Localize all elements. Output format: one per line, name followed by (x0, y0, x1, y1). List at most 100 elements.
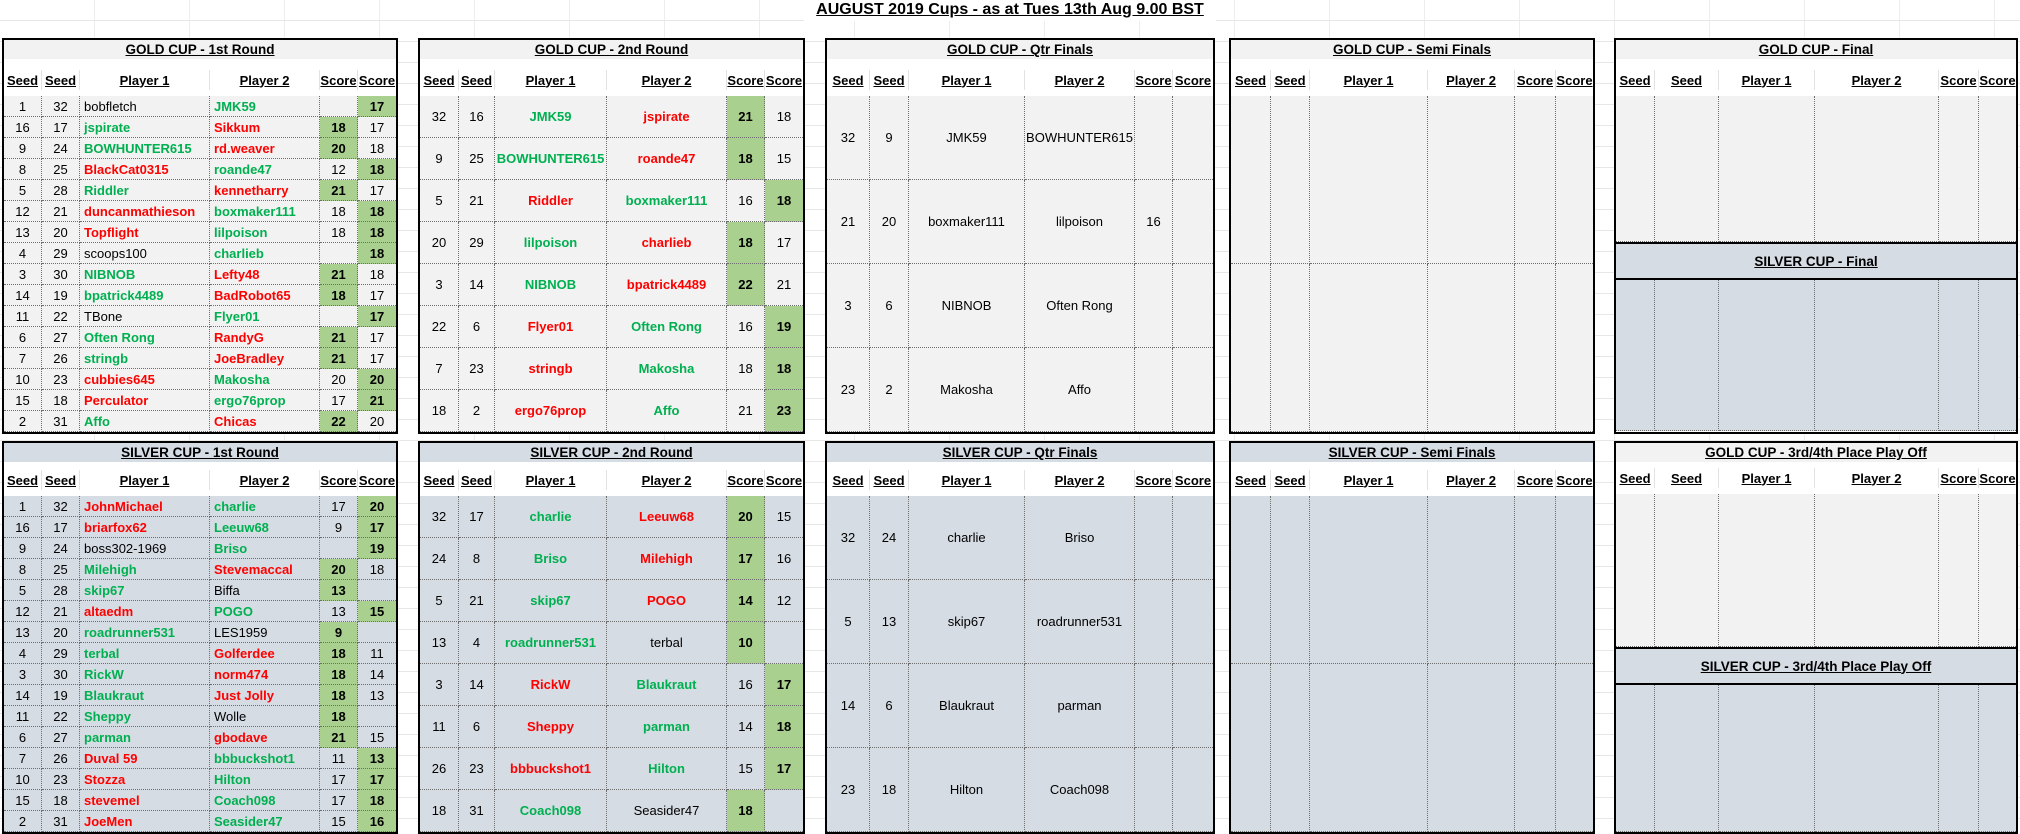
seed2-cell[interactable]: 30 (42, 664, 80, 685)
seed1-cell[interactable]: 12 (4, 201, 42, 222)
seed1-cell[interactable]: 2 (4, 411, 42, 432)
player2-cell[interactable]: Makosha (210, 369, 320, 390)
player1-cell[interactable] (1310, 264, 1428, 432)
player2-cell[interactable]: bpatrick4489 (607, 264, 727, 306)
score1-cell[interactable]: 12 (320, 159, 358, 180)
player2-cell[interactable] (1815, 494, 1939, 647)
player2-cell[interactable]: Often Rong (1025, 264, 1135, 348)
score2-cell[interactable] (1979, 96, 2016, 242)
score2-cell[interactable]: 18 (765, 96, 803, 138)
player2-cell[interactable]: Biffa (210, 580, 320, 601)
player1-cell[interactable]: lilpoison (495, 222, 607, 264)
player1-cell[interactable]: NIBNOB (495, 264, 607, 306)
seed1-cell[interactable]: 5 (420, 580, 459, 622)
player2-cell[interactable] (1428, 496, 1515, 664)
score1-cell[interactable]: 21 (320, 180, 358, 201)
seed2-cell[interactable]: 6 (870, 264, 909, 348)
player2-cell[interactable]: kennetharry (210, 180, 320, 201)
player1-cell[interactable]: charlie (495, 496, 607, 538)
player1-cell[interactable]: altaedm (80, 601, 210, 622)
player2-cell[interactable]: Briso (210, 538, 320, 559)
player2-cell[interactable]: charlie (210, 496, 320, 517)
seed2-cell[interactable]: 29 (459, 222, 495, 264)
seed1-cell[interactable] (1231, 496, 1271, 664)
seed1-cell[interactable]: 13 (4, 222, 42, 243)
score1-cell[interactable]: 18 (727, 348, 765, 390)
seed1-cell[interactable]: 9 (4, 138, 42, 159)
player2-cell[interactable]: terbal (607, 622, 727, 664)
score2-cell[interactable]: 15 (765, 138, 803, 180)
seed1-cell[interactable] (1616, 685, 1655, 832)
player1-cell[interactable]: Sheppy (495, 706, 607, 748)
seed2-cell[interactable]: 14 (459, 664, 495, 706)
player1-cell[interactable]: NIBNOB (80, 264, 210, 285)
score2-cell[interactable] (1173, 664, 1213, 748)
player2-cell[interactable] (1815, 280, 1939, 431)
player2-cell[interactable]: JMK59 (210, 96, 320, 117)
score2-cell[interactable]: 17 (358, 285, 396, 306)
player1-cell[interactable] (1719, 96, 1815, 242)
player2-cell[interactable]: Seasider47 (210, 811, 320, 832)
seed1-cell[interactable]: 20 (420, 222, 459, 264)
score1-cell[interactable] (320, 306, 358, 327)
score2-cell[interactable]: 13 (358, 685, 396, 706)
seed1-cell[interactable]: 5 (827, 580, 870, 664)
player2-cell[interactable]: Hilton (210, 769, 320, 790)
seed2-cell[interactable]: 14 (459, 264, 495, 306)
player1-cell[interactable] (1310, 96, 1428, 264)
player1-cell[interactable]: Often Rong (80, 327, 210, 348)
seed2-cell[interactable] (1655, 494, 1719, 647)
score1-cell[interactable]: 13 (320, 601, 358, 622)
player2-cell[interactable]: LES1959 (210, 622, 320, 643)
seed1-cell[interactable]: 15 (4, 790, 42, 811)
player1-cell[interactable]: roadrunner531 (80, 622, 210, 643)
player2-cell[interactable]: rd.weaver (210, 138, 320, 159)
player2-cell[interactable]: Lefty48 (210, 264, 320, 285)
seed2-cell[interactable] (1271, 96, 1310, 264)
score2-cell[interactable] (1173, 580, 1213, 664)
player1-cell[interactable]: bpatrick4489 (80, 285, 210, 306)
seed2-cell[interactable]: 31 (459, 790, 495, 832)
player1-cell[interactable]: BOWHUNTER615 (495, 138, 607, 180)
player1-cell[interactable]: RickW (80, 664, 210, 685)
score2-cell[interactable] (765, 622, 803, 664)
seed1-cell[interactable]: 8 (4, 559, 42, 580)
seed2-cell[interactable]: 16 (459, 96, 495, 138)
player2-cell[interactable]: Leeuw68 (210, 517, 320, 538)
seed2-cell[interactable]: 29 (42, 243, 80, 264)
seed2-cell[interactable]: 20 (870, 180, 909, 264)
score1-cell[interactable] (1515, 96, 1556, 264)
player1-cell[interactable]: parman (80, 727, 210, 748)
seed1-cell[interactable]: 7 (420, 348, 459, 390)
player2-cell[interactable]: gbodave (210, 727, 320, 748)
seed2-cell[interactable] (1655, 96, 1719, 242)
seed1-cell[interactable] (1616, 494, 1655, 647)
player1-cell[interactable]: charlie (909, 496, 1025, 580)
score1-cell[interactable]: 14 (727, 706, 765, 748)
player1-cell[interactable]: skip67 (909, 580, 1025, 664)
player1-cell[interactable]: cubbies645 (80, 369, 210, 390)
seed2-cell[interactable]: 4 (459, 622, 495, 664)
player1-cell[interactable]: Blaukraut (80, 685, 210, 706)
player1-cell[interactable] (1719, 280, 1815, 431)
score1-cell[interactable]: 22 (727, 264, 765, 306)
score1-cell[interactable]: 9 (320, 622, 358, 643)
seed2-cell[interactable]: 19 (42, 285, 80, 306)
score1-cell[interactable]: 17 (320, 769, 358, 790)
seed2-cell[interactable]: 18 (42, 790, 80, 811)
score1-cell[interactable] (1939, 280, 1979, 431)
seed1-cell[interactable]: 18 (420, 390, 459, 432)
player2-cell[interactable]: Chicas (210, 411, 320, 432)
player2-cell[interactable] (1428, 96, 1515, 264)
seed2-cell[interactable]: 26 (42, 748, 80, 769)
score1-cell[interactable]: 14 (727, 580, 765, 622)
player1-cell[interactable]: Riddler (80, 180, 210, 201)
seed2-cell[interactable]: 23 (42, 369, 80, 390)
score1-cell[interactable]: 16 (727, 180, 765, 222)
score1-cell[interactable] (1135, 580, 1173, 664)
score1-cell[interactable]: 17 (320, 390, 358, 411)
seed2-cell[interactable]: 9 (870, 96, 909, 180)
score2-cell[interactable]: 18 (358, 790, 396, 811)
player2-cell[interactable]: boxmaker111 (607, 180, 727, 222)
seed1-cell[interactable]: 4 (4, 243, 42, 264)
